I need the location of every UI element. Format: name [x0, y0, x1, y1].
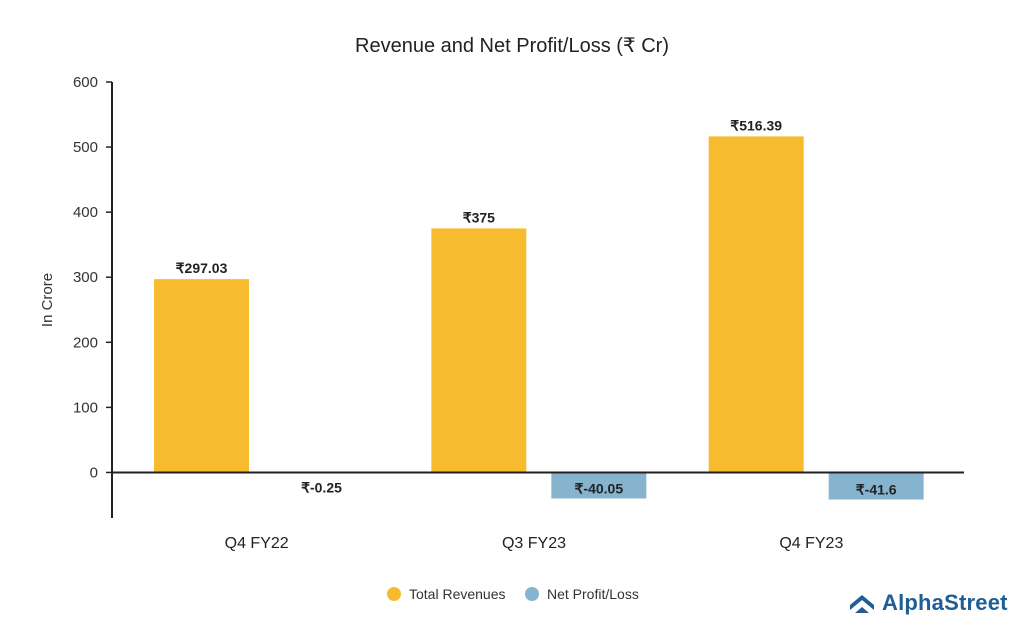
profit-data-label: ₹-41.6 [856, 482, 897, 498]
y-tick-label: 600 [73, 74, 98, 91]
profit-bar [551, 472, 647, 499]
alphastreet-logo-icon [850, 595, 874, 613]
legend-revenue-swatch [387, 587, 401, 601]
revenue-data-label: ₹297.03 [176, 260, 228, 276]
y-tick-label: 500 [73, 139, 98, 156]
profit-data-label: ₹-40.05 [575, 481, 624, 497]
legend-profit-swatch [525, 587, 539, 601]
brand-logo: AlphaStreet [848, 590, 1008, 616]
data-labels: ₹297.03 ₹-0.25 ₹375 ₹-40.05 ₹516.39 ₹-41.6 [176, 117, 897, 497]
legend-profit-label: Net Profit/Loss [547, 586, 639, 602]
y-tick-label: 100 [73, 399, 98, 416]
revenue-bar [154, 279, 249, 473]
legend-revenue-label: Total Revenues [409, 586, 506, 602]
profit-data-label: ₹-0.25 [301, 480, 342, 496]
y-tick-label: 400 [73, 204, 98, 221]
revenue-bar [431, 228, 527, 473]
y-tick-label: 300 [73, 269, 98, 286]
x-axis-labels: Q4 FY22 Q3 FY23 Q4 FY23 [225, 535, 844, 552]
category-label: Q4 FY22 [225, 535, 289, 552]
y-tick-label: 200 [73, 334, 98, 351]
category-label: Q4 FY23 [779, 535, 843, 552]
revenue-data-label: ₹375 [463, 209, 495, 225]
y-axis-label: In Crore [39, 273, 56, 327]
profit-bar [828, 472, 924, 500]
legend: Total Revenues Net Profit/Loss [387, 586, 639, 602]
y-axis-ticks: 0 100 200 300 400 500 600 [73, 74, 112, 481]
bars [154, 136, 924, 500]
y-tick-label: 0 [90, 464, 98, 481]
brand-name: AlphaStreet [882, 590, 1008, 615]
category-label: Q3 FY23 [502, 535, 566, 552]
revenue-bar [708, 136, 804, 473]
revenue-data-label: ₹516.39 [730, 117, 782, 133]
chart-title: Revenue and Net Profit/Loss (₹ Cr) [355, 35, 669, 57]
